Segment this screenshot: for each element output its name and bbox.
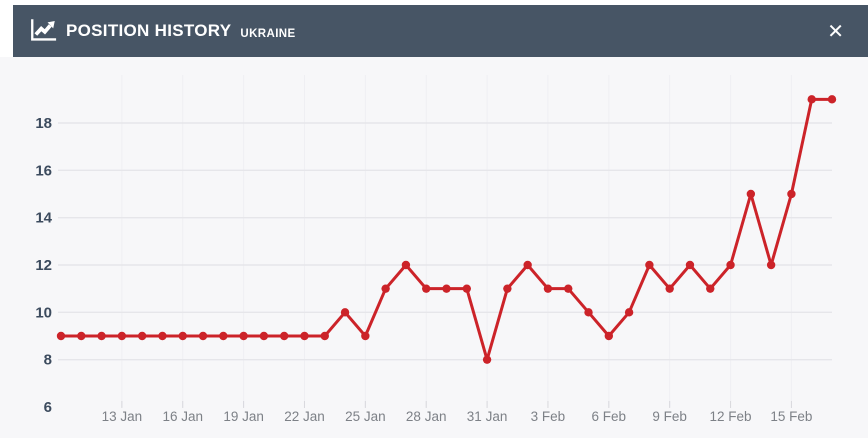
x-axis-label: 6 Feb: [592, 409, 627, 424]
x-axis-label: 22 Jan: [284, 409, 325, 424]
data-point[interactable]: [320, 331, 329, 341]
y-axis-label: 14: [35, 210, 52, 227]
data-point[interactable]: [137, 331, 147, 341]
data-point[interactable]: [604, 331, 614, 341]
data-point[interactable]: [340, 308, 350, 317]
close-button[interactable]: ✕: [823, 5, 848, 57]
x-axis-label: 25 Jan: [345, 409, 386, 424]
data-point[interactable]: [564, 284, 573, 293]
x-axis-label: 12 Feb: [710, 409, 752, 424]
data-point[interactable]: [726, 260, 735, 270]
data-point[interactable]: [56, 331, 66, 341]
data-point[interactable]: [746, 189, 756, 199]
data-point[interactable]: [645, 260, 654, 270]
data-point[interactable]: [706, 284, 715, 293]
x-axis-label: 16 Jan: [162, 409, 203, 424]
data-point[interactable]: [482, 355, 492, 364]
data-point[interactable]: [807, 95, 816, 104]
data-point[interactable]: [97, 331, 106, 341]
data-point[interactable]: [158, 331, 167, 341]
x-axis-label: 28 Jan: [406, 409, 447, 424]
chart-area: 13 Jan 16 Jan 19 Jan 22 Jan 25 Jan 28 Jan 31 J…: [0, 57, 868, 438]
data-point[interactable]: [401, 260, 411, 270]
data-point[interactable]: [787, 189, 796, 199]
data-point[interactable]: [198, 331, 208, 341]
data-point[interactable]: [766, 260, 776, 270]
data-point[interactable]: [239, 331, 248, 341]
data-point[interactable]: [77, 331, 86, 341]
data-point[interactable]: [361, 331, 370, 341]
x-axis-label: 9 Feb: [652, 409, 687, 424]
data-point[interactable]: [442, 284, 451, 293]
data-point[interactable]: [523, 260, 532, 270]
data-point[interactable]: [117, 331, 127, 341]
data-point[interactable]: [624, 308, 634, 317]
data-point[interactable]: [422, 284, 431, 293]
data-point[interactable]: [178, 331, 187, 341]
data-point[interactable]: [685, 260, 695, 270]
data-point[interactable]: [279, 331, 289, 341]
x-axis-label: 19 Jan: [223, 409, 264, 424]
data-point[interactable]: [381, 284, 390, 293]
y-axis-label: 6: [44, 399, 52, 416]
panel-title: POSITION HISTORY: [66, 21, 232, 40]
data-point[interactable]: [300, 331, 309, 341]
x-axis-label: 31 Jan: [467, 409, 508, 424]
y-axis-label: 10: [35, 304, 52, 321]
y-axis-label: 18: [35, 115, 52, 132]
data-point[interactable]: [543, 284, 553, 293]
chart-line-icon: [30, 18, 57, 47]
position-history-chart: 13 Jan 16 Jan 19 Jan 22 Jan 25 Jan 28 Jan 31 J…: [35, 75, 837, 424]
data-point[interactable]: [827, 95, 837, 104]
y-axis-label: 16: [35, 162, 52, 179]
panel-subtitle: UKRAINE: [240, 27, 296, 40]
series-line: [59, 97, 834, 362]
y-axis-label: 8: [44, 352, 52, 369]
x-axis-label: 3 Feb: [531, 409, 566, 424]
data-point[interactable]: [584, 308, 593, 317]
x-axis-label: 13 Jan: [102, 409, 143, 424]
y-axis-label: 12: [35, 257, 52, 274]
data-point[interactable]: [503, 284, 512, 293]
data-point[interactable]: [462, 284, 471, 293]
data-point[interactable]: [665, 284, 674, 293]
data-point[interactable]: [219, 331, 228, 341]
position-history-header: POSITION HISTORY UKRAINE ✕: [13, 5, 868, 57]
data-point[interactable]: [259, 331, 269, 341]
x-axis-label: 15 Feb: [770, 409, 812, 424]
